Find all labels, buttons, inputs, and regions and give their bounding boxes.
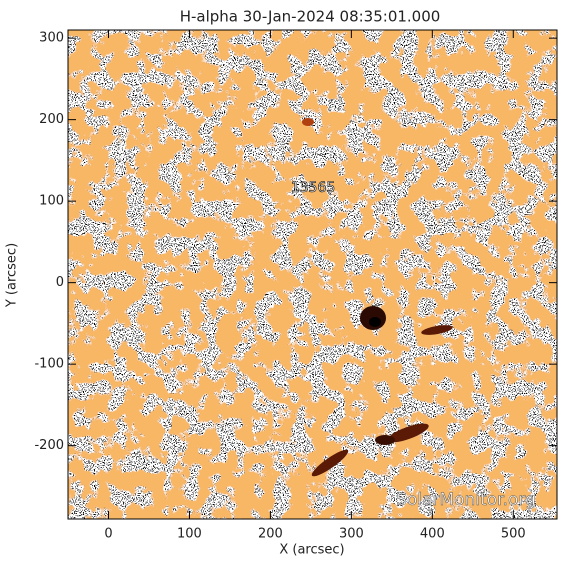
- y-axis-label: Y (arcsec): [5, 243, 20, 308]
- plot-frame: [67, 29, 558, 520]
- region-label: 13565: [291, 180, 336, 196]
- y-tick-label: -200: [34, 438, 64, 453]
- x-tick-label: 200: [258, 527, 283, 542]
- active-features: [302, 118, 453, 477]
- x-tick-label: 400: [420, 527, 445, 542]
- x-tick-label: 300: [339, 527, 364, 542]
- y-tick-label: 100: [39, 194, 64, 209]
- solar-image: [68, 30, 557, 519]
- y-tick-label: -100: [34, 357, 64, 372]
- x-axis-label: X (arcsec): [279, 543, 344, 558]
- x-tick-label: 100: [177, 527, 202, 542]
- y-tick-label: 300: [39, 31, 64, 46]
- x-tick-label: 500: [501, 527, 526, 542]
- chart-title: H-alpha 30-Jan-2024 08:35:01.000: [180, 8, 441, 26]
- y-tick-label: 200: [39, 112, 64, 127]
- y-tick-label: 0: [56, 275, 64, 290]
- x-tick-label: 0: [104, 527, 112, 542]
- watermark: SolarMonitor.org: [396, 490, 536, 510]
